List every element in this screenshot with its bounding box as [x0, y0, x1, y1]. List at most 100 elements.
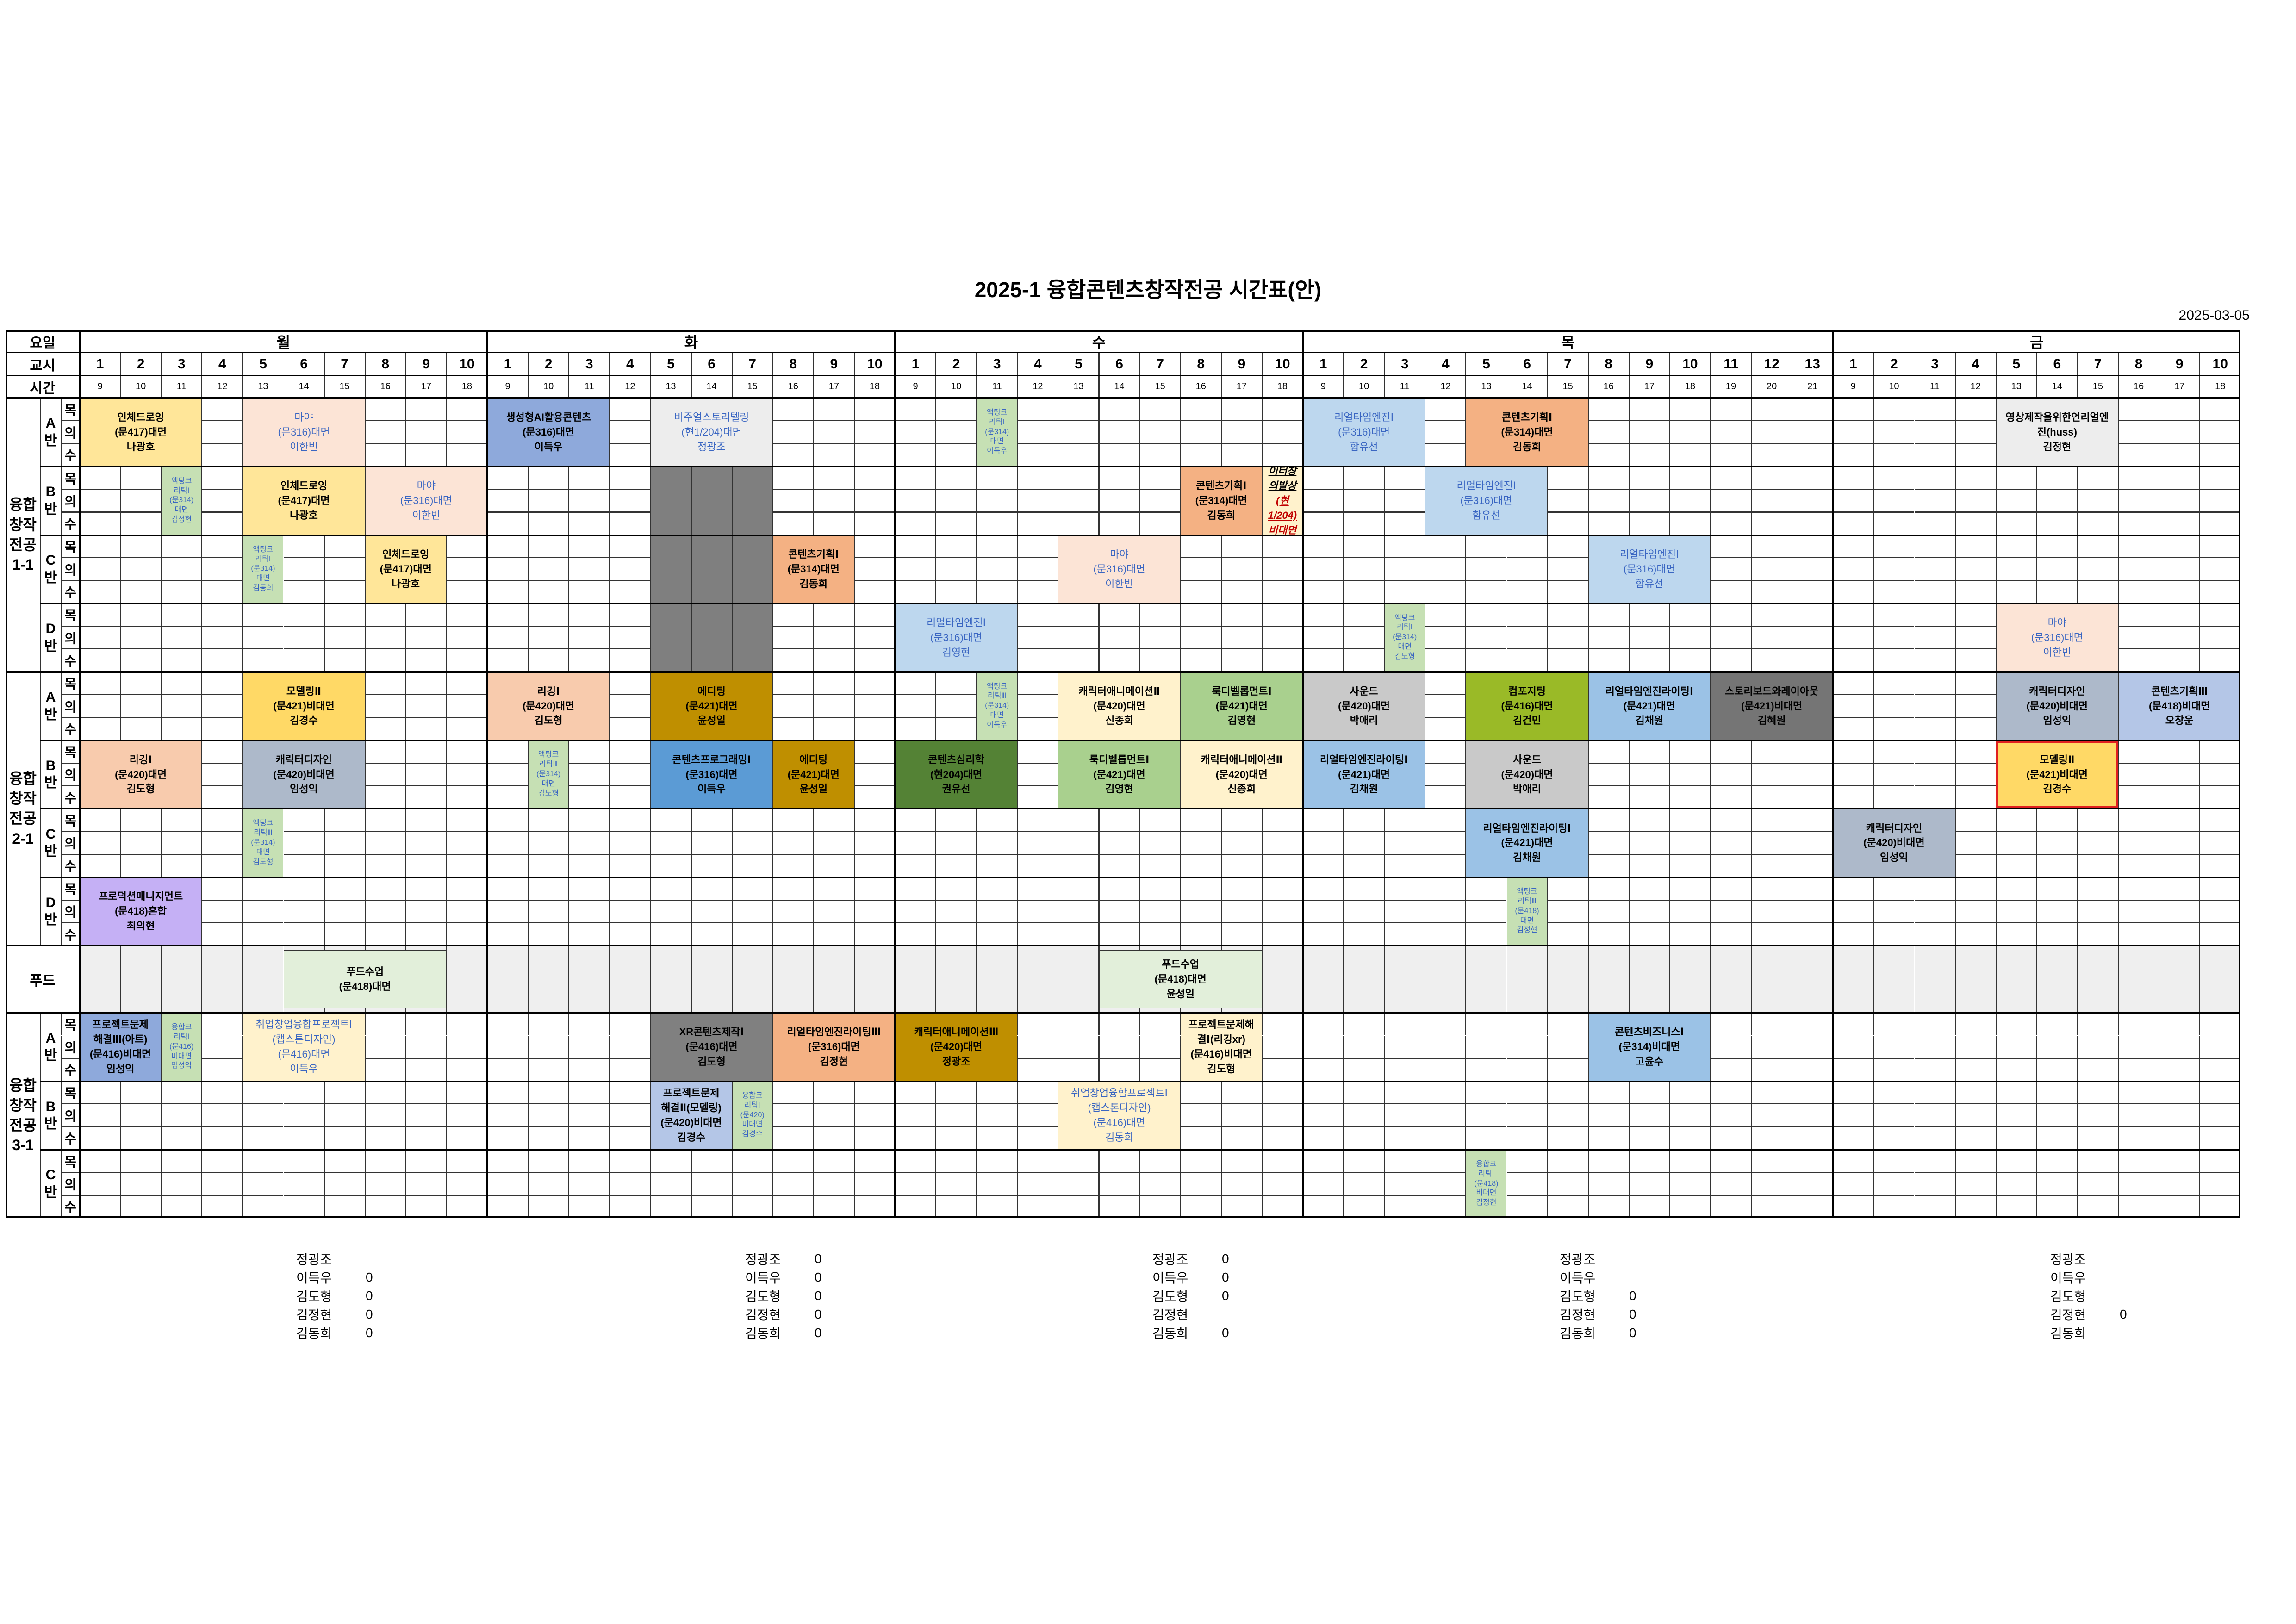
course-block[interactable]: 융합크 리틱Ⅰ (문416) 비대면 임성익 [161, 1013, 202, 1082]
course-block[interactable]: 인체드로잉 (문417)대면 나광호 [80, 398, 202, 467]
period-number: 8 [1180, 353, 1221, 375]
grid-cell [1344, 1126, 1385, 1150]
course-block[interactable]: 마야 (문316)대면 이한빈 [365, 466, 487, 535]
course-block[interactable]: 액팅크 리틱Ⅰ (문314) 대면 김도형 [1384, 603, 1425, 672]
grid-cell [1833, 922, 1874, 946]
course-block[interactable]: 모델링Ⅱ (문421)비대면 김경수 [1996, 740, 2118, 809]
grid-cell [161, 1081, 202, 1104]
course-block[interactable]: 리얼타임엔진Ⅰ (문316)대면 김영현 [895, 603, 1018, 672]
course-block[interactable]: 프로젝트문제 해결Ⅲ(아트) (문416)비대면 임성익 [80, 1013, 162, 1082]
course-block[interactable]: 마야 (문316)대면 이한빈 [1058, 535, 1181, 604]
course-block[interactable]: 리얼타임엔진라이팅Ⅰ (문421)대면 김채원 [1303, 740, 1425, 809]
course-block[interactable]: 룩디벨롭먼트Ⅰ (문421)대면 김영현 [1180, 672, 1303, 740]
course-block[interactable]: 리얼타임엔진Ⅰ (문316)대면 함유선 [1425, 466, 1548, 535]
grid-cell [854, 694, 895, 718]
course-block[interactable]: 액팅크 리틱Ⅰ (문314) 대면 김정현 [161, 466, 202, 535]
course-block[interactable]: 콘텐츠심리학 (현204)대면 권유선 [895, 740, 1018, 809]
grid-cell [1099, 900, 1140, 923]
course-block[interactable]: 캐릭터디자인 (문420)비대면 임성익 [1833, 809, 1955, 877]
grid-cell [1425, 398, 1466, 421]
course-block[interactable]: 비주얼스토리텔링 (현1/204)대면 정광조 [650, 398, 773, 467]
course-block[interactable]: 리깅Ⅰ (문420)대면 김도형 [80, 740, 202, 809]
course-block[interactable]: 모델링Ⅱ (문421)비대면 김경수 [243, 672, 365, 740]
grid-cell [487, 900, 529, 923]
course-block[interactable]: 사운드 (문420)대면 박애리 [1466, 740, 1588, 809]
course-block[interactable]: 푸드수업 (문418)대면 [283, 950, 447, 1008]
course-block[interactable]: 융합크 리틱Ⅰ (문418) 비대면 김정현 [1466, 1150, 1507, 1218]
course-line: (문316)대면 [930, 631, 983, 643]
course-block[interactable]: 컴포지팅 (문416)대면 김건민 [1466, 672, 1588, 740]
grid-cell [1955, 786, 1996, 809]
course-block[interactable]: 프로젝트문제 해결Ⅱ(모델링) (문420)비대면 김경수 [650, 1081, 732, 1150]
course-block[interactable]: 마야 (문316)대면 이한빈 [243, 398, 365, 467]
professor-name: 김동희 [745, 1326, 781, 1341]
course-block[interactable]: 프로젝트문제해 결Ⅰ(리깅xr) (문416)비대면 김도형 [1180, 1013, 1262, 1082]
course-line: (문420)대면 [115, 768, 167, 780]
course-block[interactable]: 콘텐츠기획Ⅲ (문418)비대면 오창운 [2118, 672, 2241, 740]
course-block[interactable]: 리얼타임엔진라이팅Ⅲ (문316)대면 김정현 [772, 1013, 895, 1082]
course-block[interactable]: 인체드로잉 (문417)대면 나광호 [243, 466, 365, 535]
course-block[interactable]: 콘텐츠기획Ⅰ (문314)대면 김동희 [1180, 466, 1262, 535]
course-block[interactable]: 사운드 (문420)대면 박애리 [1303, 672, 1425, 740]
course-block[interactable]: 캐릭터디자인 (문420)비대면 임성익 [1996, 672, 2118, 740]
course-block[interactable]: 액팅크 리틱Ⅲ (문418) 대면 김정현 [1506, 877, 1548, 946]
course-block[interactable]: 에디팅 (문421)대면 윤성일 [772, 740, 854, 809]
course-line: 김채원 [1350, 783, 1378, 795]
course-block[interactable]: 리얼타임엔진라이팅Ⅰ (문421)대면 김채원 [1466, 809, 1588, 877]
course-block[interactable]: 영상제작을위한언리얼엔 진(huss) 김정현 [1996, 398, 2118, 467]
course-block[interactable]: 액팅크 리틱Ⅲ (문314) 대면 김도형 [528, 740, 569, 809]
period-number: 10 [854, 353, 895, 375]
summary-row: 김정현 0 [745, 1305, 842, 1324]
course-text: 캐릭터애니메이션Ⅱ (문420)대면 신종희 [1201, 753, 1282, 797]
course-block[interactable]: 리깅Ⅰ (문420)대면 김도형 [487, 672, 610, 740]
course-block[interactable]: 콘텐츠비즈니스Ⅰ (문314)비대면 고윤수 [1588, 1013, 1711, 1082]
grid-cell [1425, 717, 1466, 740]
course-block[interactable]: 콘텐츠기획Ⅰ (문314)대면 김동희 [1466, 398, 1588, 467]
course-block[interactable]: 캐릭터애니메이션Ⅲ (문420)대면 정광조 [895, 1013, 1018, 1082]
course-block[interactable]: 액팅크 리틱Ⅲ (문314) 대면 김도형 [243, 809, 284, 877]
course-block[interactable]: 푸드수업 (문418)대면 윤성일 [1099, 950, 1262, 1008]
course-block[interactable]: 캐릭터디자인 (문420)비대면 임성익 [243, 740, 365, 809]
grid-cell [610, 1126, 651, 1150]
course-block[interactable]: 리얼타임엔진라이팅Ⅰ (문421)대면 김채원 [1588, 672, 1711, 740]
course-block[interactable]: 스토리보드와레이아웃 (문421)비대면 김혜원 [1711, 672, 1833, 740]
course-line: (문420)비대면 [660, 1117, 722, 1129]
course-block[interactable]: 콘텐츠기획Ⅰ (문314)대면 김동희 [772, 535, 854, 604]
grid-cell [202, 1150, 243, 1173]
course-block[interactable]: 액팅크 리틱Ⅲ (문314) 대면 이득우 [977, 672, 1018, 740]
grid-cell [2118, 603, 2159, 626]
course-block[interactable]: 생성형AI활용콘텐츠 (문316)대면 이득우 [487, 398, 610, 467]
grid-cell [1833, 763, 1874, 786]
course-block[interactable]: 캐릭터애니메이션Ⅱ (문420)대면 신종희 [1180, 740, 1303, 809]
course-block[interactable]: 취업창업융합프로젝트Ⅰ (캡스톤디자인) (문416)대면 이득우 [243, 1013, 365, 1082]
course-block[interactable]: 콘텐츠프로그래밍Ⅰ (문316)대면 이득우 [650, 740, 773, 809]
course-line: 해결Ⅲ(아트) [93, 1033, 148, 1045]
course-block[interactable]: 인체드로잉 (문417)대면 나광호 [365, 535, 447, 604]
course-block[interactable]: 리얼타임엔진Ⅰ (문316)대면 함유선 [1588, 535, 1711, 604]
course-block[interactable]: 에디팅 (문421)대면 윤성일 [650, 672, 773, 740]
period-time: 16 [365, 375, 406, 398]
course-block[interactable]: XR콘텐츠제작Ⅰ (문416)대면 김도형 [650, 1013, 773, 1082]
course-line: 스토리보드와레이아웃 [1724, 685, 1819, 697]
course-block[interactable]: 룩디벨롭먼트Ⅰ (문421)대면 김영현 [1058, 740, 1181, 809]
grid-cell [1425, 1035, 1466, 1058]
grid-cell [1384, 535, 1425, 558]
course-block[interactable]: 캐릭터애니메이션Ⅱ (문420)대면 신종희 [1058, 672, 1181, 740]
grid-cell [1180, 398, 1221, 421]
period-number: 8 [365, 353, 406, 375]
grid-separator [40, 808, 2241, 810]
course-block[interactable]: 리얼타임엔진Ⅰ (문316)대면 함유선 [1303, 398, 1425, 467]
course-block[interactable]: 융합크 리틱Ⅰ (문420) 비대면 김경수 [732, 1081, 773, 1150]
course-block[interactable]: 프로덕션매니지먼트 (문418)혼합 최의현 [80, 877, 202, 946]
course-block[interactable]: 마야 (문316)대면 이한빈 [1996, 603, 2118, 672]
grid-cell [161, 1104, 202, 1127]
grid-cell [1262, 535, 1303, 558]
course-block[interactable]: 크리에이터창의발상(현1/204) 비대면권유선 [1262, 466, 1303, 535]
course-block[interactable]: 액팅크 리틱Ⅰ (문314) 대면 이득우 [977, 398, 1018, 467]
grid-cell [80, 649, 121, 672]
grid-cell [324, 1126, 365, 1150]
course-block[interactable]: 취업창업융합프로젝트Ⅰ (캡스톤디자인) (문416)대면 김동희 [1058, 1081, 1181, 1150]
course-block[interactable]: 액팅크 리틱Ⅰ (문314) 대면 김동희 [243, 535, 284, 604]
grid-cell [1058, 946, 1099, 1013]
grid-cell [446, 946, 487, 1013]
